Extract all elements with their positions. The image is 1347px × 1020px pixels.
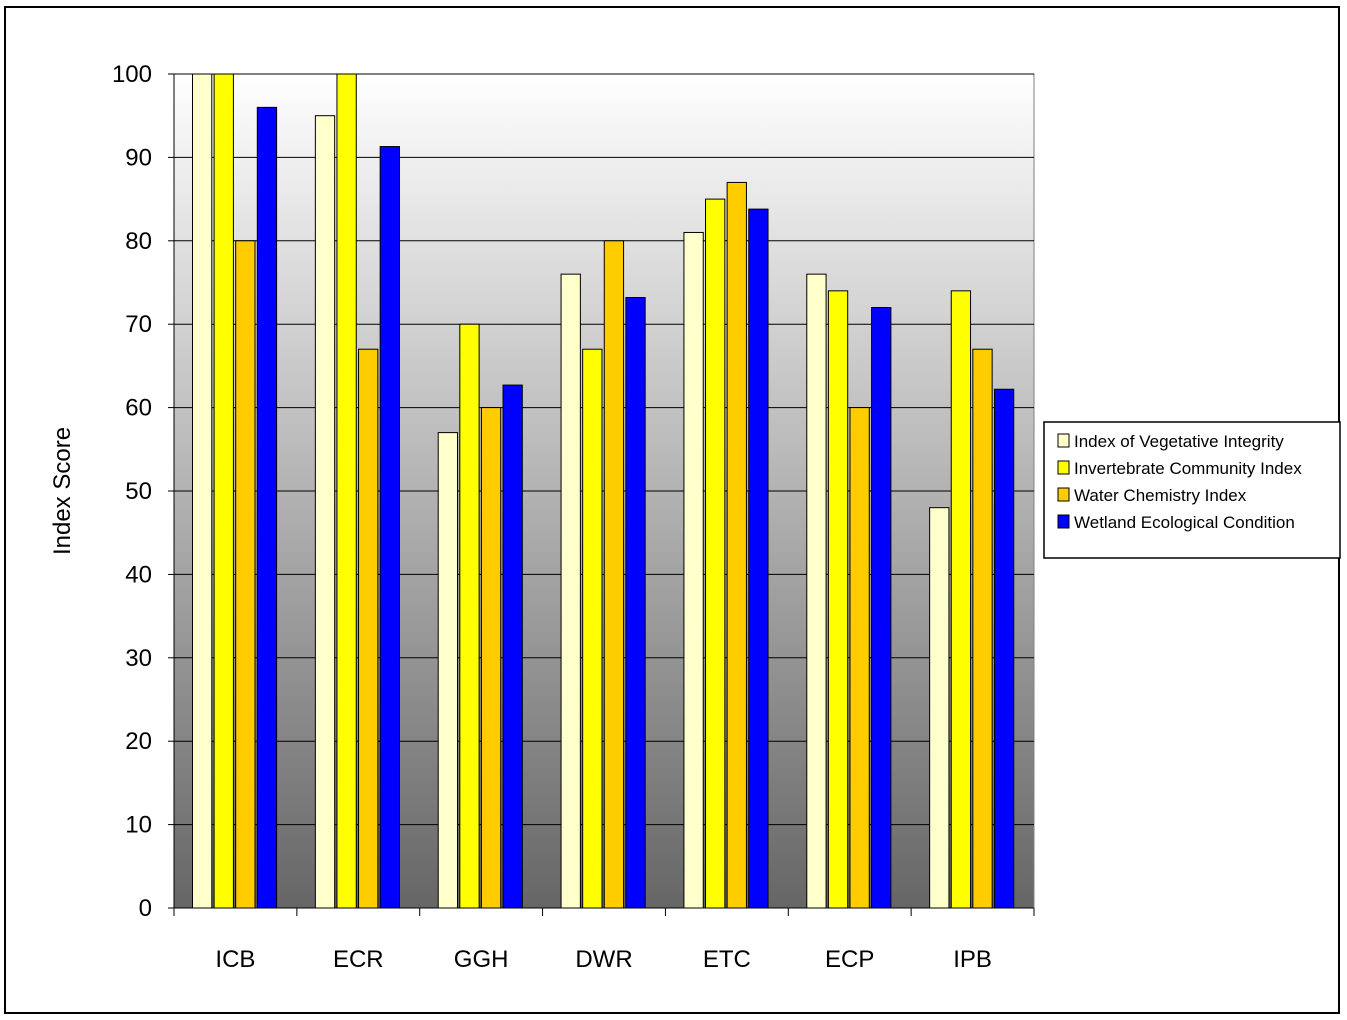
- x-tick-label: ECR: [333, 946, 384, 973]
- bar-ecp-series-4: [871, 307, 892, 909]
- bar-ecr-series-3: [358, 348, 379, 909]
- bar-ipb-series-2: [950, 290, 972, 909]
- legend-swatch: [1057, 487, 1070, 502]
- bar-etc-series-2: [705, 198, 726, 909]
- legend-label: Invertebrate Community Index: [1074, 459, 1302, 478]
- bar-ipb-series-1: [929, 507, 950, 909]
- y-tick-label: 0: [139, 895, 152, 922]
- y-tick-label: 60: [125, 395, 152, 422]
- legend-box: [1043, 421, 1341, 559]
- bar-ecr-series-2: [336, 73, 357, 909]
- y-tick-label: 70: [125, 311, 152, 338]
- bar-etc-series-3: [726, 181, 747, 909]
- bar-ecr-series-4: [379, 146, 400, 909]
- bar-ecr-series-1: [314, 115, 336, 909]
- y-axis-title: Index Score: [49, 427, 76, 555]
- bar-dwr-series-4: [625, 297, 646, 909]
- legend-swatch: [1057, 460, 1070, 475]
- legend-label: Index of Vegetative Integrity: [1074, 432, 1284, 451]
- bar-etc-series-1: [683, 231, 704, 909]
- y-tick-label: 100: [112, 61, 152, 88]
- legend-label: Wetland Ecological Condition: [1074, 513, 1295, 532]
- y-tick-label: 10: [125, 812, 152, 839]
- bar-ggh-series-4: [502, 384, 523, 909]
- y-tick-label: 30: [125, 645, 152, 672]
- bar-icb-series-3: [235, 240, 256, 909]
- bar-icb-series-4: [256, 106, 278, 909]
- x-tick-label: DWR: [575, 946, 632, 973]
- x-tick-label: GGH: [454, 946, 509, 973]
- bar-icb-series-2: [213, 73, 234, 909]
- bar-dwr-series-1: [560, 273, 581, 909]
- legend-swatch: [1057, 514, 1070, 529]
- bar-icb-series-1: [192, 73, 213, 909]
- y-tick-label: 90: [125, 144, 152, 171]
- y-tick-label: 80: [125, 228, 152, 255]
- x-tick-label: ETC: [703, 946, 751, 973]
- x-tick-label: ICB: [215, 946, 255, 973]
- x-tick-label: ECP: [825, 946, 874, 973]
- bar-dwr-series-3: [603, 240, 625, 909]
- bar-etc-series-4: [748, 208, 769, 909]
- bar-ecp-series-2: [827, 290, 849, 909]
- bar-dwr-series-2: [582, 348, 603, 909]
- legend-swatch: [1057, 433, 1070, 448]
- legend-label: Water Chemistry Index: [1074, 486, 1247, 505]
- y-tick-label: 50: [125, 478, 152, 505]
- bar-ggh-series-1: [437, 432, 459, 909]
- axes: 0 10 20 30 40 50 60 70 80 90 100 ICB ECR GGH DWR ETC ECP…: [112, 61, 1035, 973]
- y-tick-label: 40: [125, 561, 152, 588]
- bar-ipb-series-3: [972, 348, 993, 909]
- bars: [192, 73, 1015, 909]
- bar-ggh-series-2: [459, 323, 480, 909]
- y-tick-label: 20: [125, 728, 152, 755]
- x-tick-label: IPB: [953, 946, 992, 973]
- bar-ecp-series-1: [806, 273, 827, 909]
- legend: Index of Vegetative Integrity Invertebrat…: [1043, 421, 1341, 559]
- bar-ipb-series-4: [993, 388, 1015, 909]
- bar-ggh-series-3: [480, 407, 502, 909]
- bar-ecp-series-3: [849, 407, 870, 909]
